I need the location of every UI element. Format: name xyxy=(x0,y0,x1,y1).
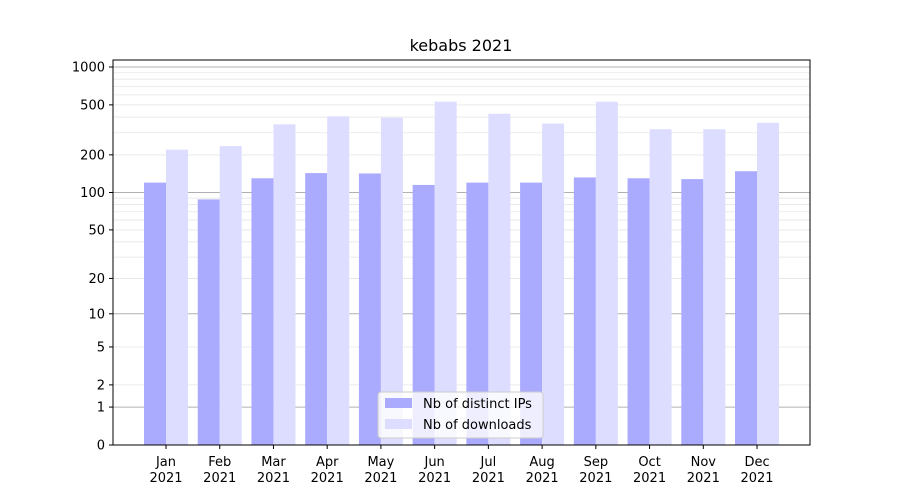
y-tick-label: 10 xyxy=(88,307,105,322)
x-tick-label-feb: Feb 2021 xyxy=(203,455,236,486)
y-tick-label: 1000 xyxy=(72,61,105,76)
bar-downloads-may xyxy=(380,117,403,446)
bar-downloads-aug xyxy=(542,123,565,445)
bars xyxy=(144,101,780,446)
bar-distinct-ips-dec xyxy=(735,171,758,445)
x-tick-label-jan: Jan 2021 xyxy=(149,455,182,486)
y-tick-label: 0 xyxy=(97,439,105,454)
x-tick-label-mar: Mar 2021 xyxy=(257,455,290,486)
bar-downloads-jul xyxy=(488,113,511,446)
legend: Nb of distinct IPs Nb of downloads xyxy=(377,391,544,439)
bar-distinct-ips-feb xyxy=(197,199,220,445)
y-axis: 0 1 2 5 10 20 50 100 200 500 1000 xyxy=(72,61,113,454)
x-tick-label-dec: Dec 2021 xyxy=(740,455,773,486)
x-tick-label-apr: Apr 2021 xyxy=(311,455,344,486)
bar-downloads-sep xyxy=(595,101,618,445)
bar-distinct-ips-may xyxy=(358,173,381,445)
y-tick-label: 100 xyxy=(80,186,105,201)
legend-label-downloads: Nb of downloads xyxy=(423,418,532,433)
bar-distinct-ips-mar xyxy=(251,178,274,445)
legend-box xyxy=(377,391,544,439)
y-tick-label: 5 xyxy=(97,340,105,355)
x-tick-label-sep: Sep 2021 xyxy=(579,455,612,486)
bar-distinct-ips-oct xyxy=(627,178,650,445)
bar-distinct-ips-apr xyxy=(305,173,328,445)
y-tick-label: 50 xyxy=(88,223,105,238)
plot-frame xyxy=(112,59,811,446)
bar-downloads-jun xyxy=(434,101,457,445)
bar-downloads-jan xyxy=(166,149,188,445)
y-tick-label: 1 xyxy=(97,401,105,416)
x-tick-label-jun: Jun 2021 xyxy=(418,455,451,486)
legend-swatch-distinct-ips xyxy=(385,398,412,408)
bar-downloads-feb xyxy=(219,146,242,445)
x-tick-label-nov: Nov 2021 xyxy=(687,455,720,486)
y-tick-label: 20 xyxy=(88,272,105,287)
bar-downloads-nov xyxy=(703,129,726,446)
chart-title: kebabs 2021 xyxy=(410,36,513,55)
bar-downloads-apr xyxy=(327,116,350,446)
bar-distinct-ips-jan xyxy=(144,182,166,446)
legend-label-distinct-ips: Nb of distinct IPs xyxy=(423,397,532,412)
x-tick-label-jul: Jul 2021 xyxy=(472,455,505,486)
bar-distinct-ips-aug xyxy=(520,182,543,446)
legend-swatch-downloads xyxy=(385,419,412,429)
x-tick-label-oct: Oct 2021 xyxy=(633,455,666,486)
bar-distinct-ips-nov xyxy=(681,179,704,445)
bar-downloads-oct xyxy=(649,129,672,446)
bar-distinct-ips-sep xyxy=(573,177,596,445)
bar-distinct-ips-jun xyxy=(412,184,435,446)
x-axis: Jan 2021 Feb 2021 Mar 2021 Apr 2021 May 2021 Jun 20… xyxy=(149,445,774,486)
y-tick-label: 500 xyxy=(80,98,105,113)
y-tick-label: 200 xyxy=(80,148,105,163)
y-tick-label: 2 xyxy=(97,378,105,393)
x-tick-label-may: May 2021 xyxy=(364,455,397,486)
x-tick-label-aug: Aug 2021 xyxy=(526,455,559,486)
bar-downloads-mar xyxy=(273,124,296,445)
bar-downloads-dec xyxy=(757,122,780,446)
bar-distinct-ips-jul xyxy=(466,182,489,446)
